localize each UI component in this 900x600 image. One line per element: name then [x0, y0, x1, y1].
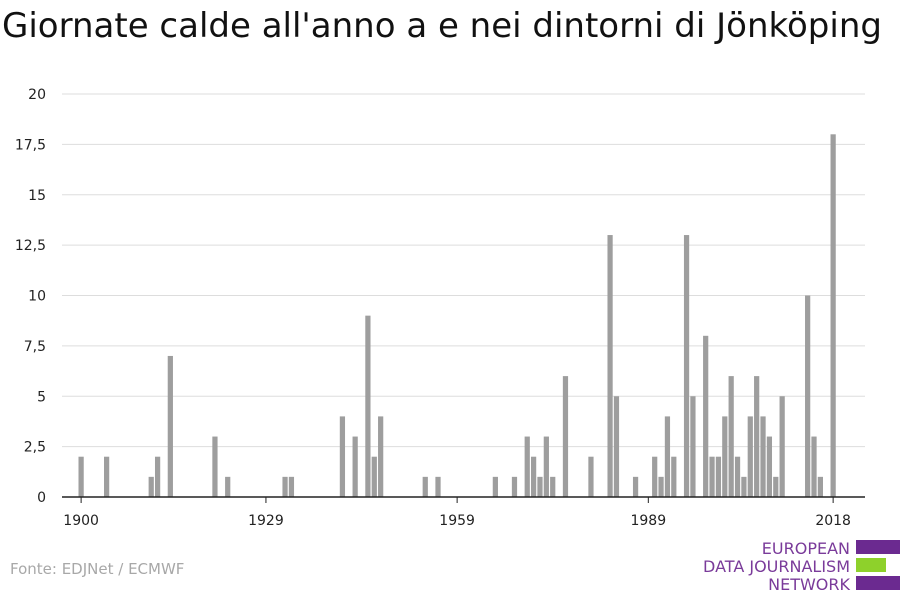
logo-bar-purple-bottom	[856, 576, 900, 590]
logo-line-1: EUROPEAN	[761, 539, 850, 558]
bar	[683, 235, 690, 498]
bar	[690, 396, 696, 497]
bar	[148, 476, 154, 497]
bar	[715, 456, 722, 497]
bar	[709, 456, 715, 497]
bar	[779, 396, 785, 497]
bar	[288, 476, 295, 497]
bar	[78, 456, 84, 497]
bar	[537, 476, 543, 497]
bar	[524, 436, 530, 497]
bar	[754, 376, 760, 497]
bar	[378, 416, 384, 497]
y-tick-label: 5	[37, 389, 46, 405]
bar	[607, 235, 613, 498]
y-tick-label: 2,5	[24, 440, 46, 456]
logo-line-2: DATA JOURNALISM	[703, 557, 850, 576]
y-tick-label: 10	[28, 289, 46, 305]
y-tick-label: 12,5	[15, 238, 46, 254]
bar	[422, 476, 428, 497]
bar	[167, 355, 173, 497]
bar	[741, 476, 747, 497]
bar	[339, 416, 346, 497]
bar	[371, 456, 377, 497]
logo-bar-purple-top	[856, 540, 900, 554]
x-tick-label: 2018	[815, 513, 851, 529]
bar	[613, 396, 620, 497]
bar	[352, 436, 358, 497]
bar	[760, 416, 766, 497]
edjnet-logo: EUROPEAN DATA JOURNALISM NETWORK	[700, 540, 900, 596]
bar	[562, 376, 569, 497]
y-tick-label: 17,5	[15, 137, 46, 153]
bar	[671, 456, 677, 497]
bar	[652, 456, 658, 497]
x-tick-label: 1959	[439, 513, 475, 529]
bar	[282, 476, 288, 497]
bar	[811, 436, 817, 497]
bar	[830, 134, 836, 498]
x-tick-label: 1900	[63, 513, 99, 529]
bar	[817, 476, 824, 497]
x-ticks: 1900 1929 1959 1989 2018	[63, 497, 851, 529]
y-tick-labels: 0 2,5 5 7,5 10 12,5 15 17,5 20	[15, 87, 46, 506]
bar	[212, 436, 218, 497]
bar	[658, 476, 664, 497]
bar	[773, 476, 779, 497]
bars	[78, 134, 836, 498]
bar	[766, 436, 773, 497]
bar	[588, 456, 594, 497]
bar	[154, 456, 161, 497]
source-note: Fonte: EDJNet / ECMWF	[10, 560, 185, 578]
logo-line-3: NETWORK	[768, 575, 850, 594]
bar	[728, 376, 734, 497]
chart-title: Giornate calde all'anno a e nei dintorni…	[2, 6, 882, 46]
bar	[703, 335, 709, 497]
bar	[365, 315, 371, 497]
bar	[805, 295, 811, 497]
bar	[511, 476, 518, 497]
bar	[435, 476, 441, 497]
bar	[492, 476, 498, 497]
y-tick-label: 15	[28, 188, 46, 204]
bar	[722, 416, 728, 497]
logo-bar-green	[856, 558, 886, 572]
y-tick-label: 20	[28, 87, 46, 103]
gridlines	[62, 93, 865, 448]
bar	[734, 456, 741, 497]
bar	[103, 456, 110, 497]
bar	[747, 416, 753, 497]
y-tick-label: 0	[37, 490, 46, 506]
bar	[550, 476, 556, 497]
y-tick-label: 7,5	[24, 339, 46, 355]
bar	[664, 416, 671, 497]
bar	[225, 476, 231, 497]
bar	[632, 476, 639, 497]
x-tick-label: 1929	[248, 513, 284, 529]
bar	[543, 436, 549, 497]
bar	[530, 456, 537, 497]
x-tick-label: 1989	[630, 513, 666, 529]
